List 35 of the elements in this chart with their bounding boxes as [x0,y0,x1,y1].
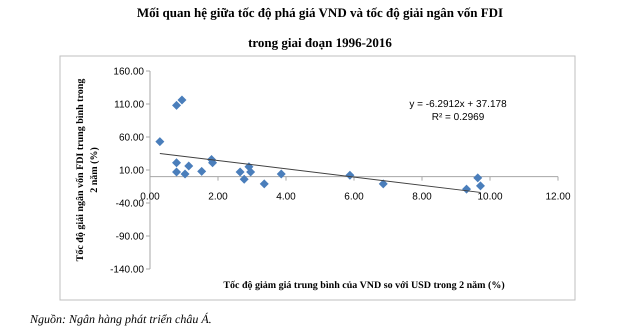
annotation: y = -6.2912x + 37.178 [409,99,508,110]
x-tick-label: 2.00 [208,192,228,203]
text: Nguồn: Ngân hàng phát triển châu Á. [29,312,212,326]
y-axis-title: Tốc độ giải ngân vốn FDI trung bình trong 2 năm (%) [75,78,100,262]
y-tick-label: -90.00 [116,232,144,242]
x-tick-label: 10.00 [477,192,503,203]
point [177,96,186,105]
x-tick-label: 6.00 [344,192,364,203]
point [260,179,269,188]
y-tick-label: -140.00 [110,264,144,276]
x-axis-title: Tốc độ giảm giá trung bình của VND so với USD trong 2 năm (%) [223,280,505,291]
point [236,167,245,176]
point [180,169,190,178]
point [155,137,164,146]
x-tick-label: 8.00 [412,192,432,203]
point [476,181,485,190]
point [184,162,194,171]
y-tick-label: -40.00 [116,198,144,210]
point [473,173,482,182]
point [172,158,182,168]
point [172,100,182,110]
annotation: R² = 0.2969 [432,112,485,123]
point [378,179,388,188]
chart-title: Mối quan hệ giữa tốc độ phá giá VND và tốc độ giải ngân vốn FDI [136,5,504,20]
y-tick-label: 60.00 [118,132,144,144]
chart-subtitle: trong giai đoạn 1996-2016 [248,35,392,50]
point [276,169,286,178]
x-tick-label: 12.00 [545,192,571,203]
point [197,166,206,176]
y-tick-label: 10.00 [118,166,144,176]
x-tick-label: 4.00 [276,192,296,203]
point [172,167,182,176]
point [240,174,249,184]
y-tick-label: 110.00 [114,100,144,110]
y-tick-label: 160.00 [113,66,144,78]
